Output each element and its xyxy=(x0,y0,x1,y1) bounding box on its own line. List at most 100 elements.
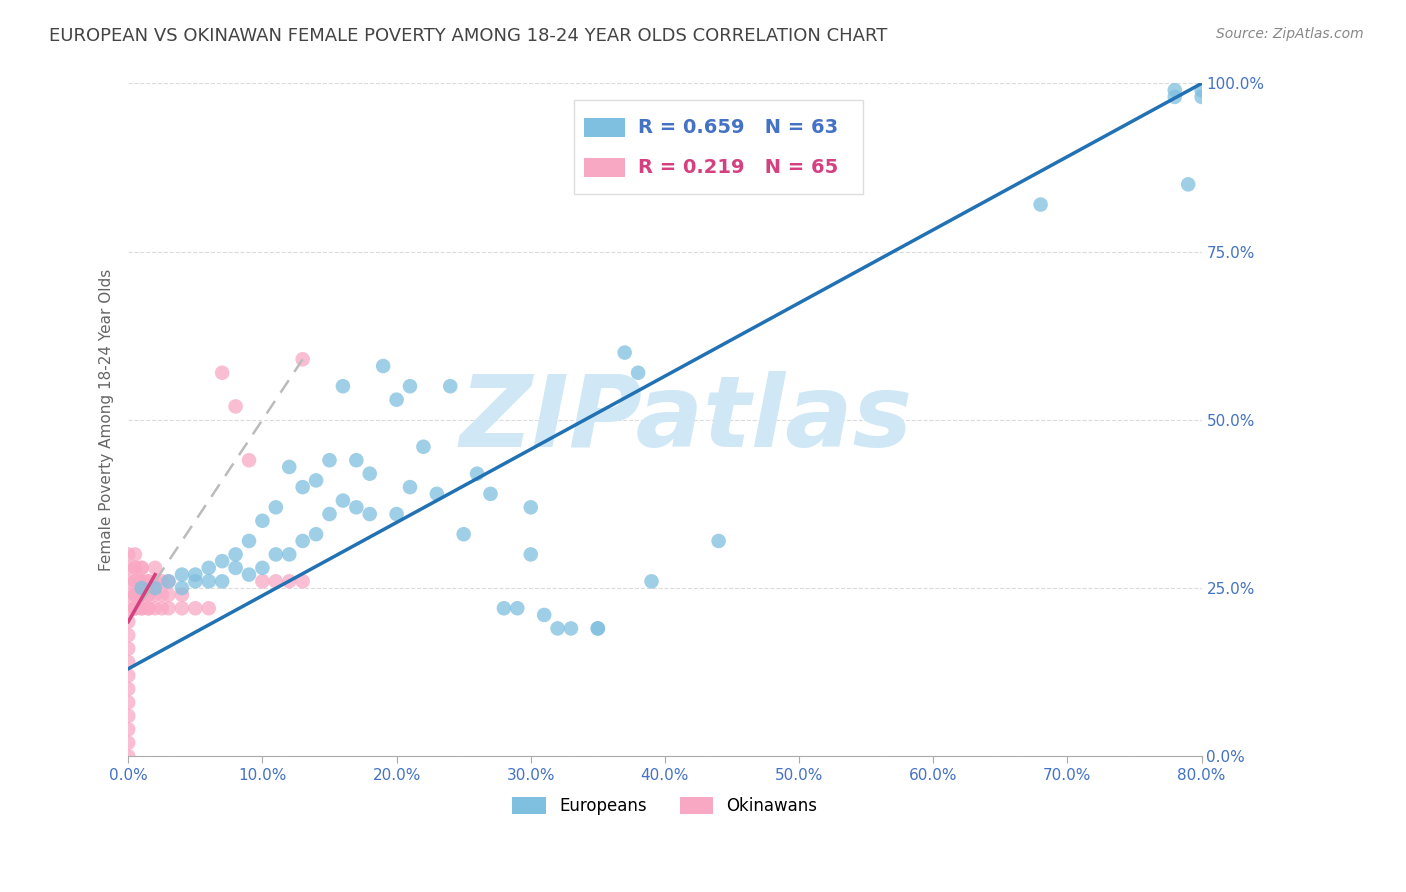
Point xyxy=(117,736,139,750)
Point xyxy=(264,500,287,515)
Point xyxy=(117,709,139,723)
Point xyxy=(613,345,636,359)
Point xyxy=(184,567,207,582)
Point xyxy=(278,548,301,562)
Point xyxy=(131,561,153,575)
Point xyxy=(344,500,367,515)
Point xyxy=(131,601,153,615)
Legend: Europeans, Okinawans: Europeans, Okinawans xyxy=(506,790,824,822)
Point xyxy=(131,561,153,575)
Point xyxy=(117,681,139,696)
Point xyxy=(124,588,146,602)
Point xyxy=(1177,178,1199,192)
Point xyxy=(131,581,153,595)
Point xyxy=(318,453,340,467)
Point xyxy=(359,467,381,481)
Point xyxy=(170,588,193,602)
Point xyxy=(117,628,139,642)
Point xyxy=(465,467,488,481)
Point xyxy=(157,588,180,602)
Point xyxy=(1191,90,1213,104)
Point xyxy=(143,581,166,595)
Point xyxy=(124,601,146,615)
Point xyxy=(124,574,146,589)
Point xyxy=(117,615,139,629)
Text: R = 0.219   N = 65: R = 0.219 N = 65 xyxy=(638,158,838,177)
Point xyxy=(117,668,139,682)
Point xyxy=(560,622,582,636)
Point xyxy=(124,561,146,575)
Point xyxy=(1029,197,1052,211)
Point xyxy=(439,379,461,393)
Point xyxy=(344,453,367,467)
Point xyxy=(117,723,139,737)
Point xyxy=(586,622,609,636)
Point xyxy=(547,622,569,636)
Point xyxy=(479,487,502,501)
Point xyxy=(1164,90,1187,104)
Point xyxy=(124,588,146,602)
Text: R = 0.659   N = 63: R = 0.659 N = 63 xyxy=(638,118,838,136)
FancyBboxPatch shape xyxy=(585,158,626,177)
Text: EUROPEAN VS OKINAWAN FEMALE POVERTY AMONG 18-24 YEAR OLDS CORRELATION CHART: EUROPEAN VS OKINAWAN FEMALE POVERTY AMON… xyxy=(49,27,887,45)
Point xyxy=(519,548,541,562)
Point xyxy=(264,548,287,562)
Point xyxy=(150,601,173,615)
Point xyxy=(117,601,139,615)
Point xyxy=(157,574,180,589)
Point xyxy=(131,601,153,615)
Point xyxy=(707,533,730,548)
Point xyxy=(291,574,314,589)
Point xyxy=(252,514,274,528)
Point xyxy=(373,359,395,373)
Point xyxy=(157,601,180,615)
Point xyxy=(143,588,166,602)
Point xyxy=(117,561,139,575)
Point xyxy=(238,453,260,467)
Point xyxy=(305,474,328,488)
Point xyxy=(492,601,515,615)
Point xyxy=(124,601,146,615)
Point xyxy=(124,574,146,589)
Point xyxy=(184,574,207,589)
Point xyxy=(138,588,160,602)
Point xyxy=(399,379,422,393)
Point xyxy=(238,567,260,582)
Point xyxy=(318,507,340,521)
Point xyxy=(138,601,160,615)
Point xyxy=(124,561,146,575)
Point xyxy=(426,487,449,501)
Point xyxy=(278,459,301,474)
Point xyxy=(1191,83,1213,97)
Point xyxy=(184,601,207,615)
Point xyxy=(225,561,247,575)
Point xyxy=(197,574,219,589)
Point xyxy=(211,554,233,568)
Point xyxy=(291,352,314,367)
Point xyxy=(150,588,173,602)
Point xyxy=(519,500,541,515)
Y-axis label: Female Poverty Among 18-24 Year Olds: Female Poverty Among 18-24 Year Olds xyxy=(100,268,114,571)
Point xyxy=(117,695,139,709)
Point xyxy=(252,561,274,575)
Point xyxy=(124,548,146,562)
Point xyxy=(143,561,166,575)
Point xyxy=(627,366,650,380)
Point xyxy=(131,574,153,589)
Point xyxy=(399,480,422,494)
Point xyxy=(211,574,233,589)
Point xyxy=(170,601,193,615)
Point xyxy=(332,493,354,508)
Point xyxy=(506,601,529,615)
Point xyxy=(197,601,219,615)
Point xyxy=(131,574,153,589)
Point xyxy=(157,574,180,589)
Point xyxy=(238,533,260,548)
Point xyxy=(138,588,160,602)
Point xyxy=(117,655,139,669)
Point xyxy=(131,588,153,602)
Point xyxy=(453,527,475,541)
Point xyxy=(124,588,146,602)
Point xyxy=(225,400,247,414)
FancyBboxPatch shape xyxy=(574,100,863,194)
